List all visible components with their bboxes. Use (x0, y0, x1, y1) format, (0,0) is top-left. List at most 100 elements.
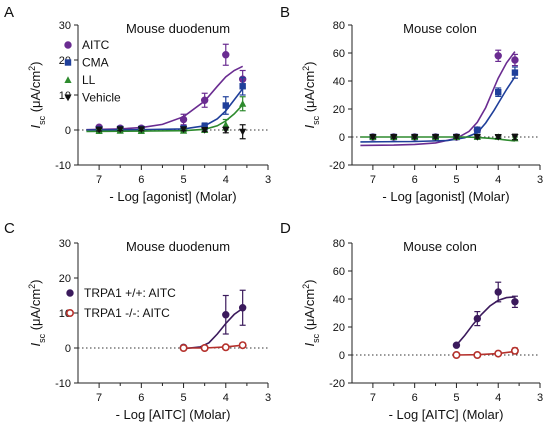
data-point (201, 127, 209, 134)
y-tick-label: -20 (329, 378, 345, 390)
x-tick-label: 5 (180, 392, 186, 404)
x-tick-label: 6 (138, 392, 144, 404)
y-axis-label: Isc (μA/cm2) (301, 279, 321, 346)
data-point (238, 341, 247, 350)
panel-letter: C (4, 220, 15, 237)
data-point (239, 128, 247, 136)
y-axis-label-close: ) (302, 279, 317, 283)
series-1 (179, 341, 247, 352)
legend-marker (64, 41, 72, 49)
data-point (511, 298, 519, 306)
data-point (200, 343, 209, 352)
series-3 (369, 133, 519, 141)
y-tick-label: 40 (333, 76, 345, 88)
y-tick-label: 0 (339, 350, 345, 362)
y-axis-label: Isc (μA/cm2) (27, 279, 47, 346)
legend-marker (66, 308, 75, 317)
y-axis-label-superscript: 2 (27, 284, 37, 289)
x-axis-label: - Log [AITC] (Molar) (116, 407, 231, 422)
fit-curve (456, 350, 516, 356)
data-point (511, 134, 519, 141)
data-point (474, 126, 481, 134)
y-axis-label-close: ) (302, 61, 317, 65)
panel-letter: B (280, 4, 290, 21)
x-tick-label: 6 (412, 392, 418, 404)
y-axis-label-superscript: 2 (301, 284, 311, 289)
data-point (431, 134, 440, 141)
x-tick-label: 7 (96, 392, 102, 404)
y-tick-label: 20 (333, 104, 345, 116)
data-point (510, 346, 519, 355)
legend-label: CMA (82, 56, 109, 70)
y-axis-label-symbol: I (302, 125, 317, 129)
y-tick-label: -10 (55, 378, 71, 390)
y-axis-label-close: ) (28, 61, 43, 65)
data-point (452, 350, 461, 359)
data-point (452, 134, 461, 141)
data-point (179, 115, 188, 124)
data-point (495, 89, 502, 96)
x-tick-label: 3 (537, 174, 543, 186)
panel-title: Mouse duodenum (126, 239, 230, 254)
data-point (494, 134, 502, 141)
y-axis-label-symbol: I (302, 343, 317, 347)
y-axis-label: Isc (μA/cm2) (27, 61, 47, 128)
series-1 (360, 66, 519, 143)
panel-title: Mouse colon (403, 239, 477, 254)
fit-curve (86, 88, 244, 131)
legend-marker (64, 76, 72, 83)
data-point (238, 304, 247, 312)
panel-title: Mouse duodenum (126, 21, 230, 36)
y-tick-label: 20 (333, 322, 345, 334)
data-point (179, 343, 188, 352)
data-point (494, 288, 502, 296)
data-point (511, 56, 519, 64)
data-point (137, 126, 145, 134)
data-point (95, 126, 103, 134)
y-tick-label: -20 (329, 160, 345, 172)
legend-label: AITC (82, 38, 110, 52)
data-point (222, 120, 230, 128)
fit-curve (455, 296, 515, 346)
x-tick-label: 3 (265, 392, 271, 404)
data-point (222, 102, 229, 109)
y-tick-label: 0 (339, 132, 345, 144)
fit-curve (86, 65, 244, 131)
y-tick-label: 60 (333, 48, 345, 60)
panel-letter: A (4, 4, 14, 21)
y-axis-label-units: (μA/cm (28, 289, 43, 334)
y-axis-label: Isc (μA/cm2) (301, 61, 321, 128)
legend-label: TRPA1 -/-: AITC (84, 306, 170, 320)
x-tick-label: 7 (96, 174, 102, 186)
data-point (494, 52, 502, 60)
series-0 (179, 289, 247, 352)
panel-d: D Mouse colon -20 0 20 40 60 80 7 6 5 4 3 - Log [AITC… (280, 220, 543, 422)
legend-label: TRPA1 +/+: AITC (84, 286, 176, 300)
y-axis-label-symbol: I (28, 125, 43, 129)
fit-curve (183, 344, 243, 349)
x-axis-label: - Log [agonist] (Molar) (382, 189, 509, 204)
fit-curve (360, 136, 515, 142)
series-0 (86, 43, 247, 132)
y-tick-label: 30 (59, 20, 71, 32)
panel-title: Mouse colon (403, 21, 477, 36)
x-tick-label: 5 (453, 392, 459, 404)
y-axis-label-superscript: 2 (301, 66, 311, 71)
x-tick-label: 5 (453, 174, 459, 186)
x-tick-label: 5 (180, 174, 186, 186)
data-point (200, 96, 209, 104)
y-tick-label: 30 (59, 238, 71, 250)
y-axis-label-close: ) (28, 279, 43, 283)
y-axis-label-subscript: sc (37, 333, 47, 343)
data-point (239, 83, 246, 90)
x-tick-label: 4 (223, 392, 229, 404)
legend-label: LL (82, 73, 96, 87)
fit-curve (360, 51, 516, 147)
legend-label: Vehicle (82, 91, 121, 105)
data-point (494, 349, 503, 358)
y-axis-label-units: (μA/cm (28, 71, 43, 116)
x-tick-label: 3 (537, 392, 543, 404)
y-axis-label-subscript: sc (311, 115, 321, 125)
